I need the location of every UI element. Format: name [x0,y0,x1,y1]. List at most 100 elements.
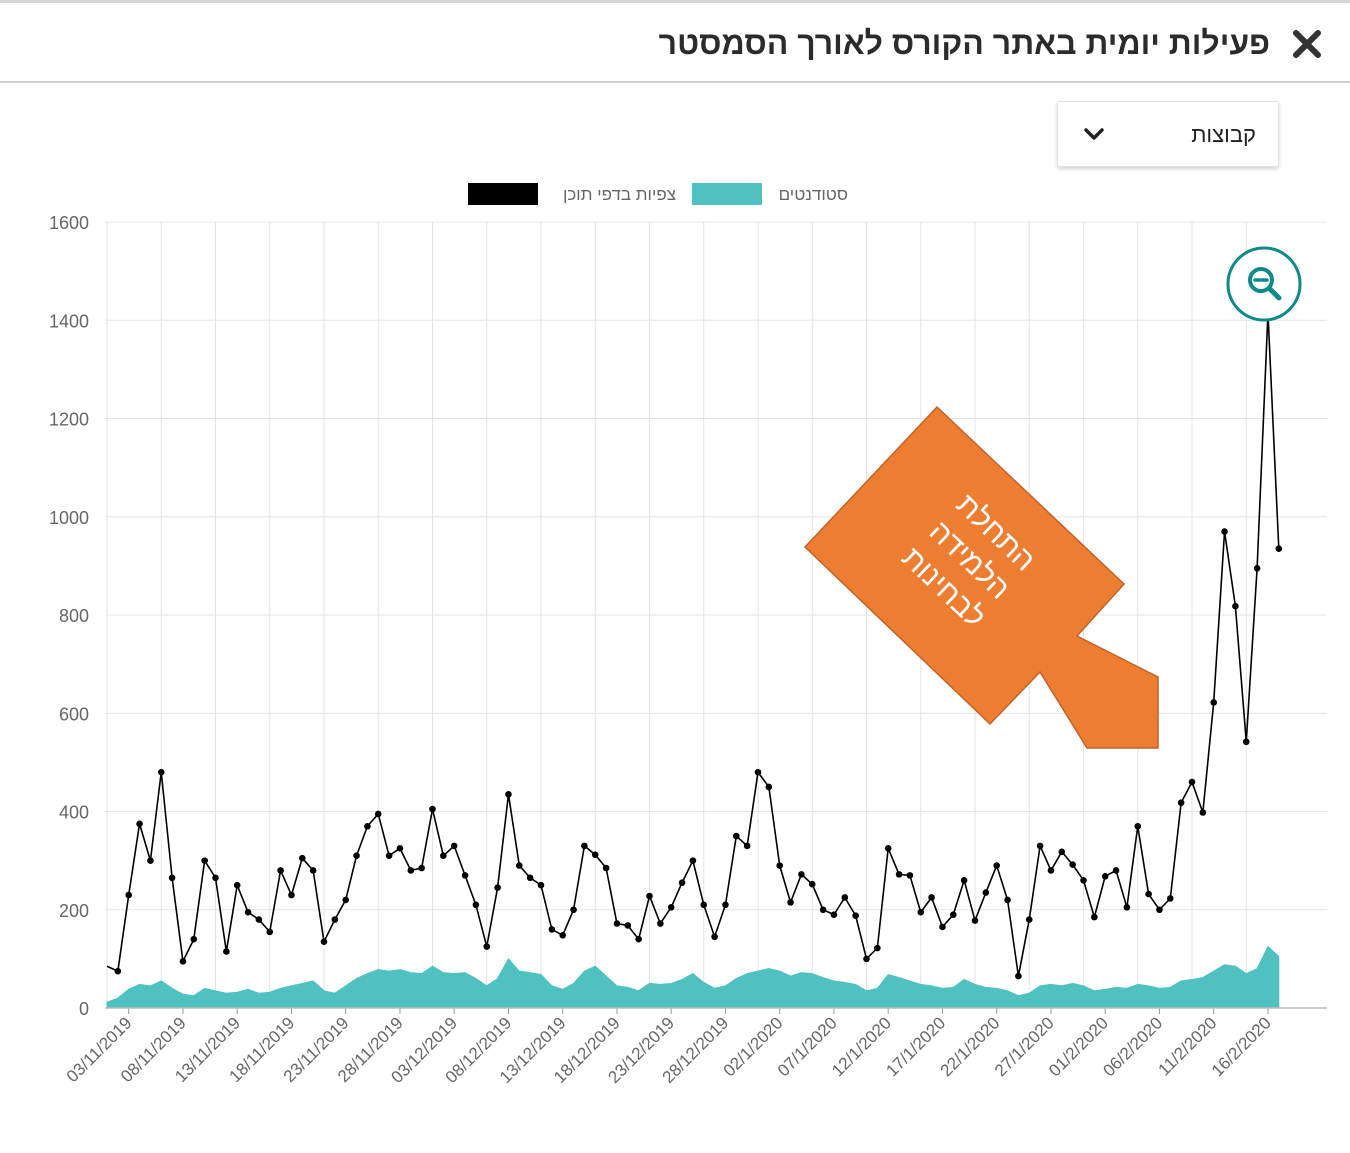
data-point-content-views[interactable] [320,938,328,945]
data-point-content-views[interactable] [711,933,718,941]
data-point-content-views[interactable] [168,874,176,882]
data-point-content-views[interactable] [483,943,491,950]
data-point-content-views[interactable] [1080,876,1087,884]
legend-label-students[interactable]: סטודנטים [779,185,848,204]
data-point-content-views[interactable] [960,876,968,884]
data-point-content-views[interactable] [1058,848,1066,856]
data-point-content-views[interactable] [700,901,708,909]
group-filter-dropdown[interactable]: קבוצות [1057,101,1279,167]
data-point-content-views[interactable] [1036,842,1044,850]
data-point-content-views[interactable] [494,884,501,891]
legend-label-views[interactable]: צפיות בדפי תוכן [563,185,676,204]
data-point-content-views[interactable] [277,867,284,874]
data-point-content-views[interactable] [1069,861,1076,868]
data-point-content-views[interactable] [461,872,469,879]
data-point-content-views[interactable] [1025,916,1033,923]
data-point-content-views[interactable] [1004,896,1011,904]
data-point-content-views[interactable] [1101,873,1109,880]
data-point-content-views[interactable] [526,874,534,882]
data-point-content-views[interactable] [602,864,610,872]
data-point-content-views[interactable] [1253,565,1261,572]
data-point-content-views[interactable] [1177,799,1185,806]
data-point-content-views[interactable] [689,857,697,864]
data-point-content-views[interactable] [808,880,816,888]
data-point-content-views[interactable] [667,903,675,911]
data-point-content-views[interactable] [559,931,566,939]
data-point-content-views[interactable] [407,867,415,874]
data-point-content-views[interactable] [385,852,393,860]
data-point-content-views[interactable] [939,923,946,931]
data-point-content-views[interactable] [982,889,990,896]
data-point-content-views[interactable] [364,822,371,830]
data-point-content-views[interactable] [309,867,317,874]
data-point-content-views[interactable] [429,805,436,813]
data-point-content-views[interactable] [787,899,794,906]
data-point-content-views[interactable] [418,864,425,872]
data-point-content-views[interactable] [147,857,154,864]
data-point-content-views[interactable] [1221,528,1228,535]
data-point-content-views[interactable] [244,908,252,916]
data-point-content-views[interactable] [1134,822,1142,830]
data-point-content-views[interactable] [1210,699,1217,706]
close-icon[interactable] [1290,27,1324,61]
legend-swatch-students[interactable] [692,183,762,205]
data-point-content-views[interactable] [798,871,805,878]
data-point-content-views[interactable] [928,894,935,901]
data-point-content-views[interactable] [266,928,274,936]
data-point-content-views[interactable] [179,958,187,965]
data-point-content-views[interactable] [233,881,241,889]
data-point-content-views[interactable] [537,881,545,889]
data-point-content-views[interactable] [1047,867,1055,874]
data-point-content-views[interactable] [299,854,306,862]
data-point-content-views[interactable] [570,906,577,914]
data-point-content-views[interactable] [353,852,360,860]
data-point-content-views[interactable] [331,916,339,923]
data-point-content-views[interactable] [1199,809,1207,816]
data-point-content-views[interactable] [776,862,783,869]
data-point-content-views[interactable] [1242,738,1250,746]
legend-swatch-views[interactable] [468,183,538,205]
data-point-content-views[interactable] [754,768,762,776]
data-point-content-views[interactable] [440,852,447,860]
data-point-content-views[interactable] [635,935,642,943]
data-point-content-views[interactable] [114,967,122,975]
data-point-content-views[interactable] [374,810,382,818]
data-point-content-views[interactable] [863,955,870,963]
data-point-content-views[interactable] [505,791,512,798]
data-point-content-views[interactable] [895,871,903,878]
data-point-content-views[interactable] [819,906,827,914]
data-point-content-views[interactable] [657,920,664,927]
data-point-content-views[interactable] [1275,545,1283,552]
data-point-content-views[interactable] [743,842,751,850]
data-point-content-views[interactable] [1145,890,1152,898]
data-point-content-views[interactable] [993,862,1000,869]
data-point-content-views[interactable] [591,851,599,859]
data-point-content-views[interactable] [342,896,350,904]
data-point-content-views[interactable] [1123,903,1131,911]
data-point-content-views[interactable] [136,820,143,828]
data-point-content-views[interactable] [1091,913,1098,921]
data-point-content-views[interactable] [830,911,838,918]
data-point-content-views[interactable] [1188,778,1196,786]
data-point-content-views[interactable] [678,879,686,887]
data-point-content-views[interactable] [624,922,632,929]
zoom-button-ring[interactable] [1226,246,1302,322]
zoom-out-button[interactable] [1226,246,1302,322]
data-point-content-views[interactable] [884,845,892,852]
data-point-content-views[interactable] [288,891,295,899]
data-point-content-views[interactable] [971,917,979,924]
data-point-content-views[interactable] [255,916,263,923]
data-point-content-views[interactable] [472,901,480,909]
data-point-content-views[interactable] [396,845,404,852]
data-point-content-views[interactable] [212,874,219,882]
data-point-content-views[interactable] [1015,972,1022,980]
data-point-content-views[interactable] [516,862,523,869]
data-point-content-views[interactable] [765,783,773,791]
data-point-content-views[interactable] [548,926,556,933]
data-point-content-views[interactable] [613,920,621,927]
data-point-content-views[interactable] [1156,906,1163,914]
data-point-content-views[interactable] [1232,602,1239,610]
data-point-content-views[interactable] [852,912,859,919]
data-point-content-views[interactable] [841,894,849,901]
data-point-content-views[interactable] [950,911,957,918]
